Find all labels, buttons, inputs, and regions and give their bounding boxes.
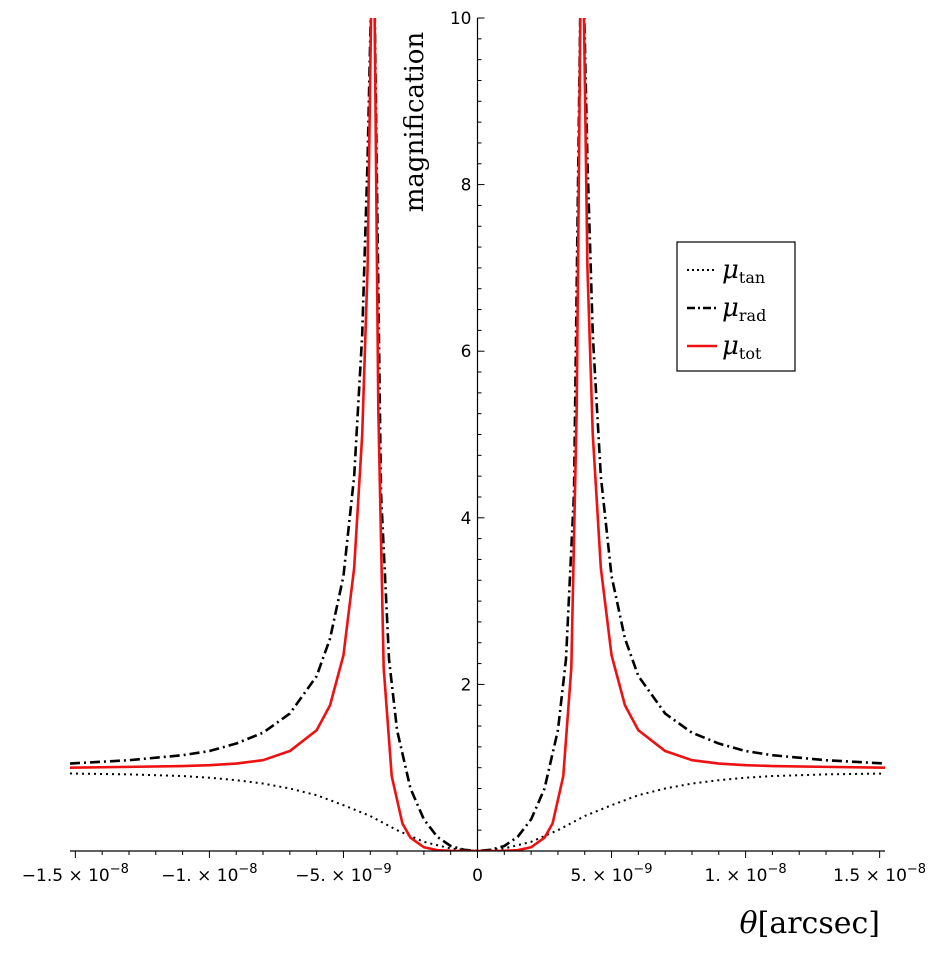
y-tick-label: 8 [461,176,472,196]
y-tick-label: 2 [461,675,472,695]
y-axis-title: magnification [400,32,430,213]
legend-box [676,241,796,372]
series-curves [70,18,885,851]
y-axis-ticks: 2 4 6 8 10 [450,9,485,831]
legend-label-rad: μrad [722,293,766,325]
x-axis-ticks: −1.5 × 10−8 −1. × 10−8 −5. × 10−9 0 5. × 10−… [22,851,926,886]
legend: μtan μrad μtot [676,241,796,372]
x-tick-label: 5. × 10−9 [571,862,653,886]
series-line-tot [70,18,885,851]
series-line-tan [70,772,885,851]
x-axis-title-symbol: θ [740,906,758,941]
x-tick-label: 1. × 10−8 [705,862,787,886]
x-tick-label: 0 [472,866,483,886]
y-tick-label: 6 [461,342,472,362]
x-tick-label: 1.5 × 10−8 [833,862,926,886]
y-tick-label: 10 [450,9,472,29]
x-tick-label: −5. × 10−9 [295,862,391,886]
x-tick-label: −1.5 × 10−8 [22,862,129,886]
x-tick-label: −1. × 10−8 [161,862,257,886]
x-axis-title: θ[arcsec] [740,906,880,941]
legend-label-tot: μtot [722,331,762,363]
legend-label-tan: μtan [722,255,765,287]
y-tick-label: 4 [461,509,472,529]
series-line-rad [70,18,885,851]
x-axis-title-unit: [arcsec] [758,906,880,941]
